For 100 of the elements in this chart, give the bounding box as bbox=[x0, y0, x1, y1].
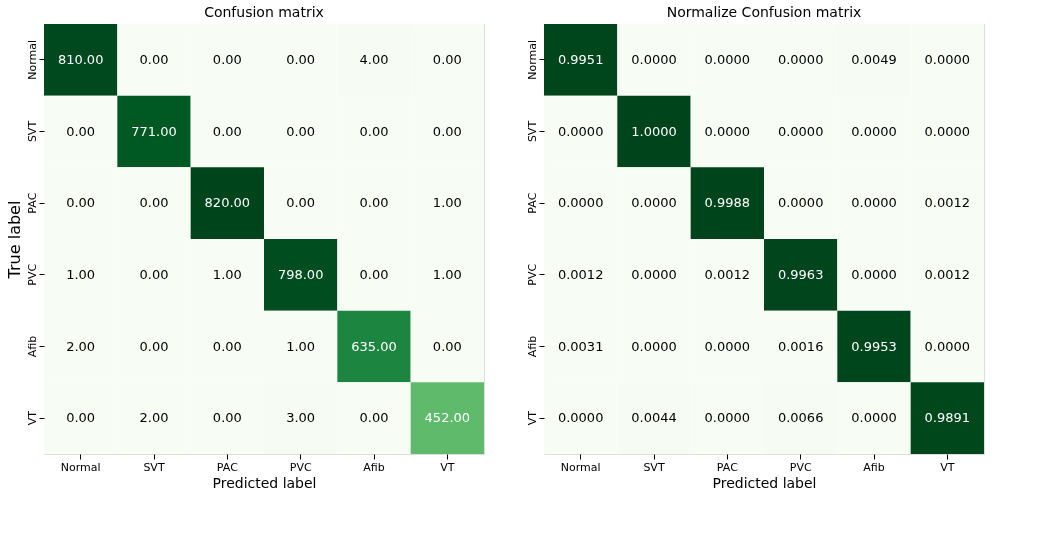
data-label: 0.00 bbox=[359, 123, 389, 139]
data-label: 0.00 bbox=[139, 51, 169, 67]
y-tick-label: VT bbox=[25, 410, 39, 426]
data-label: 0.0000 bbox=[777, 195, 824, 211]
data-label: 0.0000 bbox=[924, 338, 971, 354]
data-label: 3.00 bbox=[286, 410, 316, 426]
x-tick-label: SVT bbox=[643, 460, 665, 474]
data-label: 0.0012 bbox=[924, 266, 971, 282]
data-label: 0.0000 bbox=[777, 51, 824, 67]
data-label: 0.00 bbox=[286, 123, 316, 139]
data-label: 0.00 bbox=[359, 410, 389, 426]
data-label: 0.00 bbox=[66, 410, 96, 426]
data-label: 1.00 bbox=[432, 266, 462, 282]
chart-title: Confusion matrix bbox=[204, 4, 324, 20]
y-tick-label: SVT bbox=[25, 120, 39, 143]
data-label: 0.0000 bbox=[924, 123, 971, 139]
y-tick-label: PVC bbox=[525, 263, 539, 286]
data-label: 635.00 bbox=[351, 338, 397, 354]
data-label: 0.0000 bbox=[851, 195, 897, 211]
data-label: 0.00 bbox=[286, 51, 316, 67]
data-label: 0.9963 bbox=[777, 266, 824, 282]
data-label: 0.00 bbox=[212, 123, 242, 139]
x-tick-label: PVC bbox=[789, 460, 812, 474]
data-label: 0.00 bbox=[432, 51, 462, 67]
data-label: 0.0000 bbox=[704, 123, 751, 139]
x-tick-label: SVT bbox=[143, 460, 165, 474]
data-label: 0.0000 bbox=[557, 410, 604, 426]
data-label: 798.00 bbox=[277, 266, 324, 282]
data-label: 1.00 bbox=[432, 195, 462, 211]
data-label: 0.00 bbox=[139, 195, 169, 211]
x-tick-label: PAC bbox=[216, 460, 239, 474]
y-tick-label: PVC bbox=[25, 263, 39, 286]
data-label: 0.00 bbox=[66, 123, 96, 139]
data-label: 0.0012 bbox=[924, 195, 971, 211]
data-label: 0.00 bbox=[139, 338, 169, 354]
data-label: 1.0000 bbox=[631, 123, 677, 139]
data-label: 2.00 bbox=[139, 410, 169, 426]
data-label: 0.0000 bbox=[631, 338, 677, 354]
data-label: 0.0000 bbox=[704, 338, 751, 354]
x-tick-label: Normal bbox=[560, 460, 601, 474]
data-label: 0.0012 bbox=[557, 266, 604, 282]
data-label: 0.00 bbox=[212, 338, 242, 354]
data-label: 4.00 bbox=[359, 51, 389, 67]
data-label: 0.0000 bbox=[851, 410, 897, 426]
data-label: 0.0000 bbox=[924, 51, 971, 67]
data-label: 0.0000 bbox=[777, 123, 824, 139]
data-label: 0.9951 bbox=[557, 51, 604, 67]
y-tick-label: Normal bbox=[25, 39, 39, 80]
data-label: 0.0000 bbox=[851, 123, 897, 139]
data-label: 820.00 bbox=[204, 195, 251, 211]
x-tick-label: Normal bbox=[60, 460, 101, 474]
data-label: 0.0000 bbox=[631, 51, 677, 67]
x-tick-label: Afib bbox=[863, 460, 885, 474]
data-label: 0.0000 bbox=[704, 51, 751, 67]
data-label: 0.0000 bbox=[631, 195, 677, 211]
data-label: 1.00 bbox=[286, 338, 316, 354]
data-label: 0.0031 bbox=[557, 338, 604, 354]
data-label: 0.0000 bbox=[557, 195, 604, 211]
data-label: 0.9988 bbox=[704, 195, 751, 211]
x-tick-label: PVC bbox=[289, 460, 312, 474]
y-tick-label: VT bbox=[525, 410, 539, 426]
data-label: 810.00 bbox=[57, 51, 104, 67]
data-label: 771.00 bbox=[131, 123, 177, 139]
data-label: 0.9891 bbox=[924, 410, 971, 426]
y-tick-label: PAC bbox=[525, 192, 539, 214]
y-tick-label: Normal bbox=[525, 39, 539, 80]
chart-title: Normalize Confusion matrix bbox=[666, 4, 862, 20]
x-tick-label: VT bbox=[440, 460, 455, 474]
y-tick-label: PAC bbox=[25, 192, 39, 214]
x-tick-label: Afib bbox=[363, 460, 385, 474]
data-label: 1.00 bbox=[212, 266, 242, 282]
data-label: 0.00 bbox=[359, 195, 389, 211]
data-label: 0.0044 bbox=[631, 410, 677, 426]
data-label: 452.00 bbox=[424, 410, 471, 426]
data-label: 0.00 bbox=[359, 266, 389, 282]
data-label: 0.0066 bbox=[777, 410, 824, 426]
data-label: 0.0049 bbox=[851, 51, 897, 67]
data-label: 0.00 bbox=[66, 195, 96, 211]
y-tick-label: Afib bbox=[25, 335, 39, 358]
y-tick-label: Afib bbox=[525, 335, 539, 358]
y-tick-label: SVT bbox=[525, 120, 539, 143]
data-label: 0.9953 bbox=[851, 338, 897, 354]
y-axis-title: True label bbox=[4, 200, 24, 280]
data-label: 0.00 bbox=[212, 410, 242, 426]
x-tick-label: VT bbox=[940, 460, 955, 474]
data-label: 0.0012 bbox=[704, 266, 751, 282]
data-label: 0.00 bbox=[432, 338, 462, 354]
data-label: 0.0000 bbox=[557, 123, 604, 139]
data-label: 0.00 bbox=[212, 51, 242, 67]
data-label: 0.0000 bbox=[631, 266, 677, 282]
data-label: 0.0016 bbox=[777, 338, 824, 354]
data-label: 2.00 bbox=[66, 338, 96, 354]
x-tick-label: PAC bbox=[716, 460, 739, 474]
data-label: 0.0000 bbox=[704, 410, 751, 426]
x-axis-title: Predicted label bbox=[212, 474, 317, 491]
data-label: 0.00 bbox=[286, 195, 316, 211]
x-axis-title: Predicted label bbox=[712, 474, 817, 491]
data-label: 1.00 bbox=[66, 266, 96, 282]
data-label: 0.00 bbox=[139, 266, 169, 282]
data-label: 0.0000 bbox=[851, 266, 897, 282]
